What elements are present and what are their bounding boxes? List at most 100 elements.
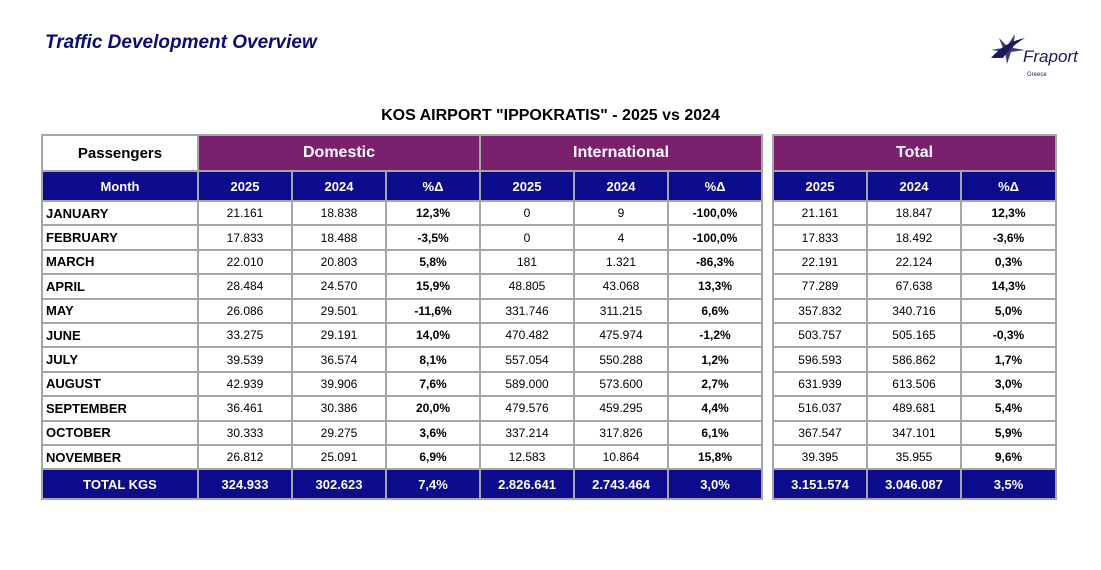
total-cell: 324.933 — [197, 468, 293, 501]
value-cell: 479.576 — [479, 395, 576, 422]
total-cell: 3.046.087 — [866, 468, 962, 501]
data-row: 39.395 35.955 9,6% — [772, 443, 1058, 471]
data-row: NOVEMBER 26.812 25.091 6,9% 12.583 10.864 15,8… — [41, 443, 764, 471]
total-cell: 302.623 — [291, 468, 387, 501]
value-cell: 67.638 — [866, 273, 962, 300]
value-cell: 573.600 — [573, 370, 670, 398]
value-cell: 6,6% — [667, 297, 764, 324]
month-cell: JULY — [41, 346, 199, 373]
value-cell: 5,9% — [959, 419, 1058, 446]
value-cell: -11,6% — [384, 297, 482, 324]
value-cell: 15,8% — [667, 443, 764, 471]
data-row: 516.037 489.681 5,4% — [772, 395, 1058, 422]
data-row: 22.191 22.124 0,3% — [772, 248, 1058, 276]
data-row: SEPTEMBER 36.461 30.386 20,0% 479.576 459.295… — [41, 395, 764, 422]
value-cell: 14,0% — [384, 321, 482, 349]
corner-cell: Passengers — [41, 134, 199, 172]
value-cell: 3,0% — [959, 370, 1058, 398]
value-cell: 18.847 — [866, 199, 962, 227]
total-cell: 2.743.464 — [573, 468, 670, 501]
total-cell: 7,4% — [384, 468, 482, 501]
value-cell: 22.191 — [772, 248, 868, 276]
value-cell: 36.461 — [197, 395, 293, 422]
column-header: 2024 — [866, 170, 962, 202]
data-row: 77.289 67.638 14,3% — [772, 273, 1058, 300]
value-cell: 21.161 — [197, 199, 293, 227]
value-cell: 24.570 — [291, 273, 387, 300]
column-header: Month — [41, 170, 199, 202]
value-cell: 4,4% — [667, 395, 764, 422]
group-header-row: Total — [771, 134, 1058, 172]
data-row: 357.832 340.716 5,0% — [772, 297, 1058, 324]
data-row: 596.593 586.862 1,7% — [772, 346, 1058, 373]
value-cell: 77.289 — [772, 273, 868, 300]
value-cell: 3,6% — [384, 419, 482, 446]
main-table: Passengers Domestic International Month 2025… — [41, 134, 764, 501]
column-header: %Δ — [667, 170, 764, 202]
value-cell: -3,6% — [959, 224, 1058, 251]
month-cell: FEBRUARY — [41, 224, 199, 251]
month-cell: SEPTEMBER — [41, 395, 199, 422]
month-cell: JUNE — [41, 321, 199, 349]
value-cell: -86,3% — [667, 248, 764, 276]
value-cell: 18.488 — [291, 224, 387, 251]
value-cell: 459.295 — [573, 395, 670, 422]
total-cell: 2.826.641 — [479, 468, 576, 501]
total-cell: 3,0% — [667, 468, 764, 501]
column-header: %Δ — [384, 170, 482, 202]
value-cell: 475.974 — [573, 321, 670, 349]
value-cell: 331.746 — [479, 297, 576, 324]
value-cell: 589.000 — [479, 370, 576, 398]
value-cell: 586.862 — [866, 346, 962, 373]
month-cell: OCTOBER — [41, 419, 199, 446]
value-cell: 5,8% — [384, 248, 482, 276]
total-table: Total 2025 2024 %Δ 21.161 18.847 12,3% 17.833 18… — [771, 134, 1058, 501]
group-header: Total — [771, 134, 1058, 172]
value-cell: 20,0% — [384, 395, 482, 422]
group-header: International — [479, 134, 764, 172]
column-header: 2024 — [573, 170, 670, 202]
value-cell: 10.864 — [573, 443, 670, 471]
value-cell: 42.939 — [197, 370, 293, 398]
value-cell: 470.482 — [479, 321, 576, 349]
value-cell: -100,0% — [667, 199, 764, 227]
total-cell: 3,5% — [959, 468, 1058, 501]
value-cell: 317.826 — [573, 419, 670, 446]
month-cell: NOVEMBER — [41, 443, 199, 471]
value-cell: 181 — [479, 248, 576, 276]
value-cell: 0 — [479, 199, 576, 227]
month-cell: MAY — [41, 297, 199, 324]
value-cell: 29.501 — [291, 297, 387, 324]
value-cell: 340.716 — [866, 297, 962, 324]
value-cell: 489.681 — [866, 395, 962, 422]
value-cell: 30.386 — [291, 395, 387, 422]
value-cell: -0,3% — [959, 321, 1058, 349]
logo: Fraport Greece — [991, 34, 1079, 78]
column-header: 2024 — [291, 170, 387, 202]
value-cell: 21.161 — [772, 199, 868, 227]
value-cell: 29.275 — [291, 419, 387, 446]
data-row: APRIL 28.484 24.570 15,9% 48.805 43.068 13,3% — [41, 273, 764, 300]
value-cell: 5,0% — [959, 297, 1058, 324]
month-cell: MARCH — [41, 248, 199, 276]
value-cell: 22.124 — [866, 248, 962, 276]
data-row: JANUARY 21.161 18.838 12,3% 0 9 -100,0% — [41, 199, 764, 227]
value-cell: 17.833 — [772, 224, 868, 251]
value-cell: 1.321 — [573, 248, 670, 276]
value-cell: 6,1% — [667, 419, 764, 446]
data-row: 631.939 613.506 3,0% — [772, 370, 1058, 398]
value-cell: 557.054 — [479, 346, 576, 373]
value-cell: 516.037 — [772, 395, 868, 422]
value-cell: 7,6% — [384, 370, 482, 398]
value-cell: 36.574 — [291, 346, 387, 373]
group-header-row: Passengers Domestic International — [41, 134, 764, 172]
data-row: AUGUST 42.939 39.906 7,6% 589.000 573.600 2,7% — [41, 370, 764, 398]
total-cell: TOTAL KGS — [41, 468, 199, 501]
month-cell: JANUARY — [41, 199, 199, 227]
data-row: 367.547 347.101 5,9% — [772, 419, 1058, 446]
value-cell: 35.955 — [866, 443, 962, 471]
column-header: 2025 — [197, 170, 293, 202]
value-cell: 25.091 — [291, 443, 387, 471]
value-cell: 18.838 — [291, 199, 387, 227]
